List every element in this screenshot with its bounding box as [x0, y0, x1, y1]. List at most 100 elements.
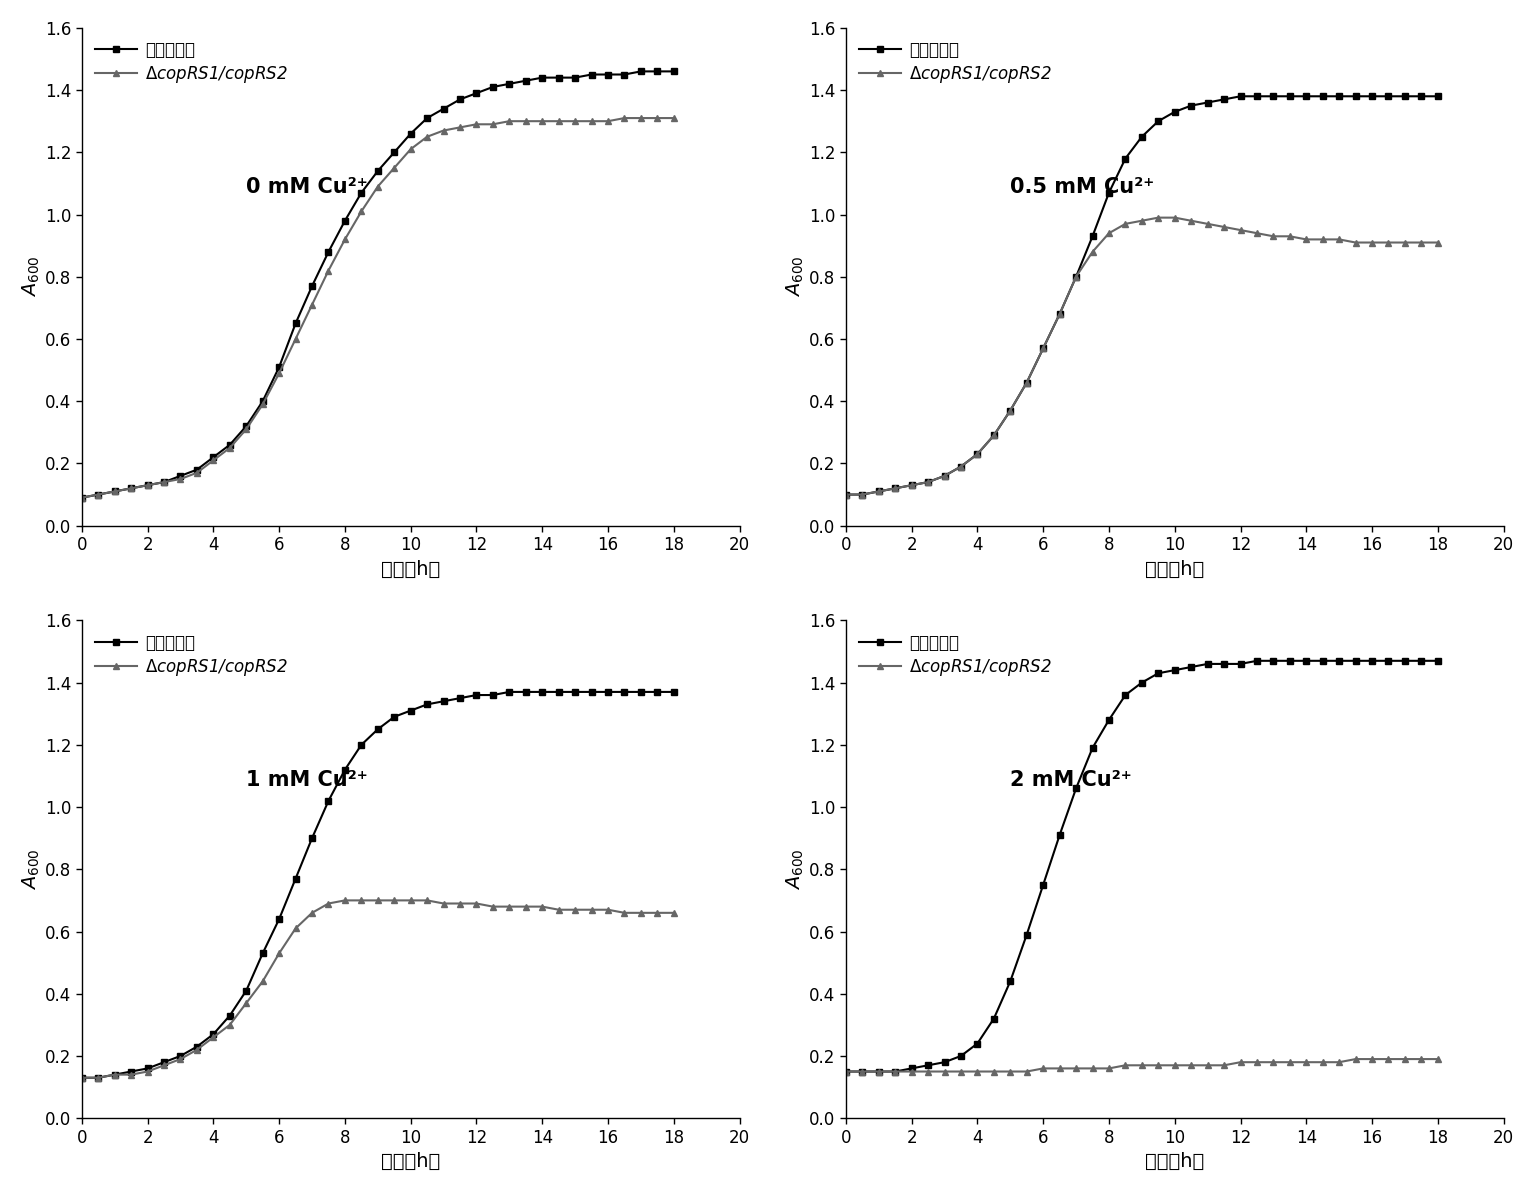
$\Delta$copRS1/copRS2	[1067, 269, 1085, 284]
Legend: 野生型菌株, $\Delta$copRS1/copRS2: 野生型菌株, $\Delta$copRS1/copRS2	[853, 36, 1058, 91]
Y-axis label: $A_{600}$: $A_{600}$	[21, 849, 41, 890]
$\Delta$copRS1/copRS2	[1133, 1058, 1151, 1073]
野生型菌株	[204, 1028, 223, 1042]
野生型菌株	[302, 831, 321, 845]
野生型菌株	[451, 92, 470, 106]
野生型菌株	[1116, 151, 1134, 166]
$\Delta$copRS1/copRS2	[1214, 1058, 1233, 1073]
$\Delta$copRS1/copRS2	[236, 422, 255, 436]
野生型菌株	[418, 697, 436, 712]
X-axis label: 时间（h）: 时间（h）	[1145, 559, 1205, 578]
$\Delta$copRS1/copRS2	[1150, 1058, 1168, 1073]
$\Delta$copRS1/copRS2	[187, 466, 206, 480]
野生型菌株	[121, 482, 140, 496]
野生型菌株	[952, 459, 970, 473]
野生型菌株	[1412, 653, 1431, 668]
$\Delta$copRS1/copRS2	[1395, 235, 1414, 249]
野生型菌株	[434, 694, 453, 708]
野生型菌株	[352, 186, 370, 200]
野生型菌株	[1265, 653, 1283, 668]
$\Delta$copRS1/copRS2	[648, 111, 666, 125]
野生型菌株	[1165, 663, 1183, 677]
$\Delta$copRS1/copRS2	[952, 1064, 970, 1079]
$\Delta$copRS1/copRS2	[1231, 223, 1249, 237]
$\Delta$copRS1/copRS2	[368, 893, 387, 907]
野生型菌株	[221, 1008, 239, 1023]
$\Delta$copRS1/copRS2	[352, 893, 370, 907]
$\Delta$copRS1/copRS2	[89, 488, 107, 502]
野生型菌株	[1182, 99, 1200, 113]
野生型菌株	[236, 983, 255, 998]
$\Delta$copRS1/copRS2	[1380, 235, 1398, 249]
野生型菌株	[302, 279, 321, 293]
$\Delta$copRS1/copRS2	[1297, 1055, 1315, 1069]
$\Delta$copRS1/copRS2	[1165, 211, 1183, 225]
野生型菌株	[467, 86, 485, 100]
野生型菌株	[1429, 89, 1448, 104]
$\Delta$copRS1/copRS2	[1314, 1055, 1332, 1069]
Y-axis label: $A_{600}$: $A_{600}$	[21, 256, 41, 298]
$\Delta$copRS1/copRS2	[253, 397, 272, 411]
野生型菌株	[72, 491, 91, 505]
Line: 野生型菌株: 野生型菌株	[843, 658, 1441, 1075]
$\Delta$copRS1/copRS2	[1199, 1058, 1217, 1073]
$\Delta$copRS1/copRS2	[500, 114, 519, 129]
Text: 0 mM Cu²⁺: 0 mM Cu²⁺	[246, 178, 368, 197]
野生型菌株	[1214, 657, 1233, 671]
$\Delta$copRS1/copRS2	[1084, 1061, 1102, 1075]
野生型菌株	[1035, 877, 1053, 892]
$\Delta$copRS1/copRS2	[1116, 1058, 1134, 1073]
野生型菌株	[1346, 653, 1365, 668]
$\Delta$copRS1/copRS2	[1346, 235, 1365, 249]
$\Delta$copRS1/copRS2	[969, 447, 987, 461]
$\Delta$copRS1/copRS2	[236, 997, 255, 1011]
野生型菌株	[204, 451, 223, 465]
野生型菌株	[869, 484, 887, 498]
$\Delta$copRS1/copRS2	[1380, 1051, 1398, 1066]
$\Delta$copRS1/copRS2	[418, 130, 436, 144]
$\Delta$copRS1/copRS2	[1116, 217, 1134, 231]
野生型菌株	[270, 912, 289, 926]
野生型菌株	[1067, 781, 1085, 795]
$\Delta$copRS1/copRS2	[837, 488, 855, 502]
$\Delta$copRS1/copRS2	[1248, 226, 1266, 241]
$\Delta$copRS1/copRS2	[1297, 232, 1315, 247]
$\Delta$copRS1/copRS2	[1018, 375, 1036, 390]
野生型菌株	[1412, 89, 1431, 104]
$\Delta$copRS1/copRS2	[336, 893, 355, 907]
$\Delta$copRS1/copRS2	[434, 123, 453, 137]
野生型菌株	[467, 688, 485, 702]
$\Delta$copRS1/copRS2	[632, 906, 651, 920]
$\Delta$copRS1/copRS2	[853, 488, 872, 502]
Legend: 野生型菌株, $\Delta$copRS1/copRS2: 野生型菌株, $\Delta$copRS1/copRS2	[853, 628, 1058, 683]
野生型菌株	[352, 738, 370, 752]
$\Delta$copRS1/copRS2	[1099, 226, 1117, 241]
$\Delta$copRS1/copRS2	[1050, 1061, 1068, 1075]
野生型菌株	[1280, 89, 1299, 104]
野生型菌株	[385, 145, 404, 160]
$\Delta$copRS1/copRS2	[616, 906, 634, 920]
野生型菌株	[886, 482, 904, 496]
野生型菌株	[1199, 657, 1217, 671]
野生型菌株	[106, 1068, 124, 1082]
$\Delta$copRS1/copRS2	[1429, 235, 1448, 249]
野生型菌株	[1084, 740, 1102, 755]
野生型菌株	[1099, 713, 1117, 727]
X-axis label: 时间（h）: 时间（h）	[381, 1153, 441, 1172]
$\Delta$copRS1/copRS2	[155, 474, 173, 489]
$\Delta$copRS1/copRS2	[517, 900, 536, 914]
$\Delta$copRS1/copRS2	[599, 114, 617, 129]
野生型菌株	[1395, 89, 1414, 104]
野生型菌株	[1199, 95, 1217, 110]
野生型菌株	[484, 688, 502, 702]
野生型菌株	[648, 684, 666, 699]
野生型菌株	[319, 794, 338, 808]
$\Delta$copRS1/copRS2	[302, 298, 321, 312]
野生型菌株	[533, 70, 551, 85]
Line: 野生型菌株: 野生型菌株	[78, 689, 677, 1081]
Y-axis label: $A_{600}$: $A_{600}$	[784, 256, 806, 298]
野生型菌株	[1314, 653, 1332, 668]
野生型菌株	[1363, 89, 1382, 104]
野生型菌株	[1001, 403, 1019, 417]
野生型菌株	[1329, 89, 1348, 104]
